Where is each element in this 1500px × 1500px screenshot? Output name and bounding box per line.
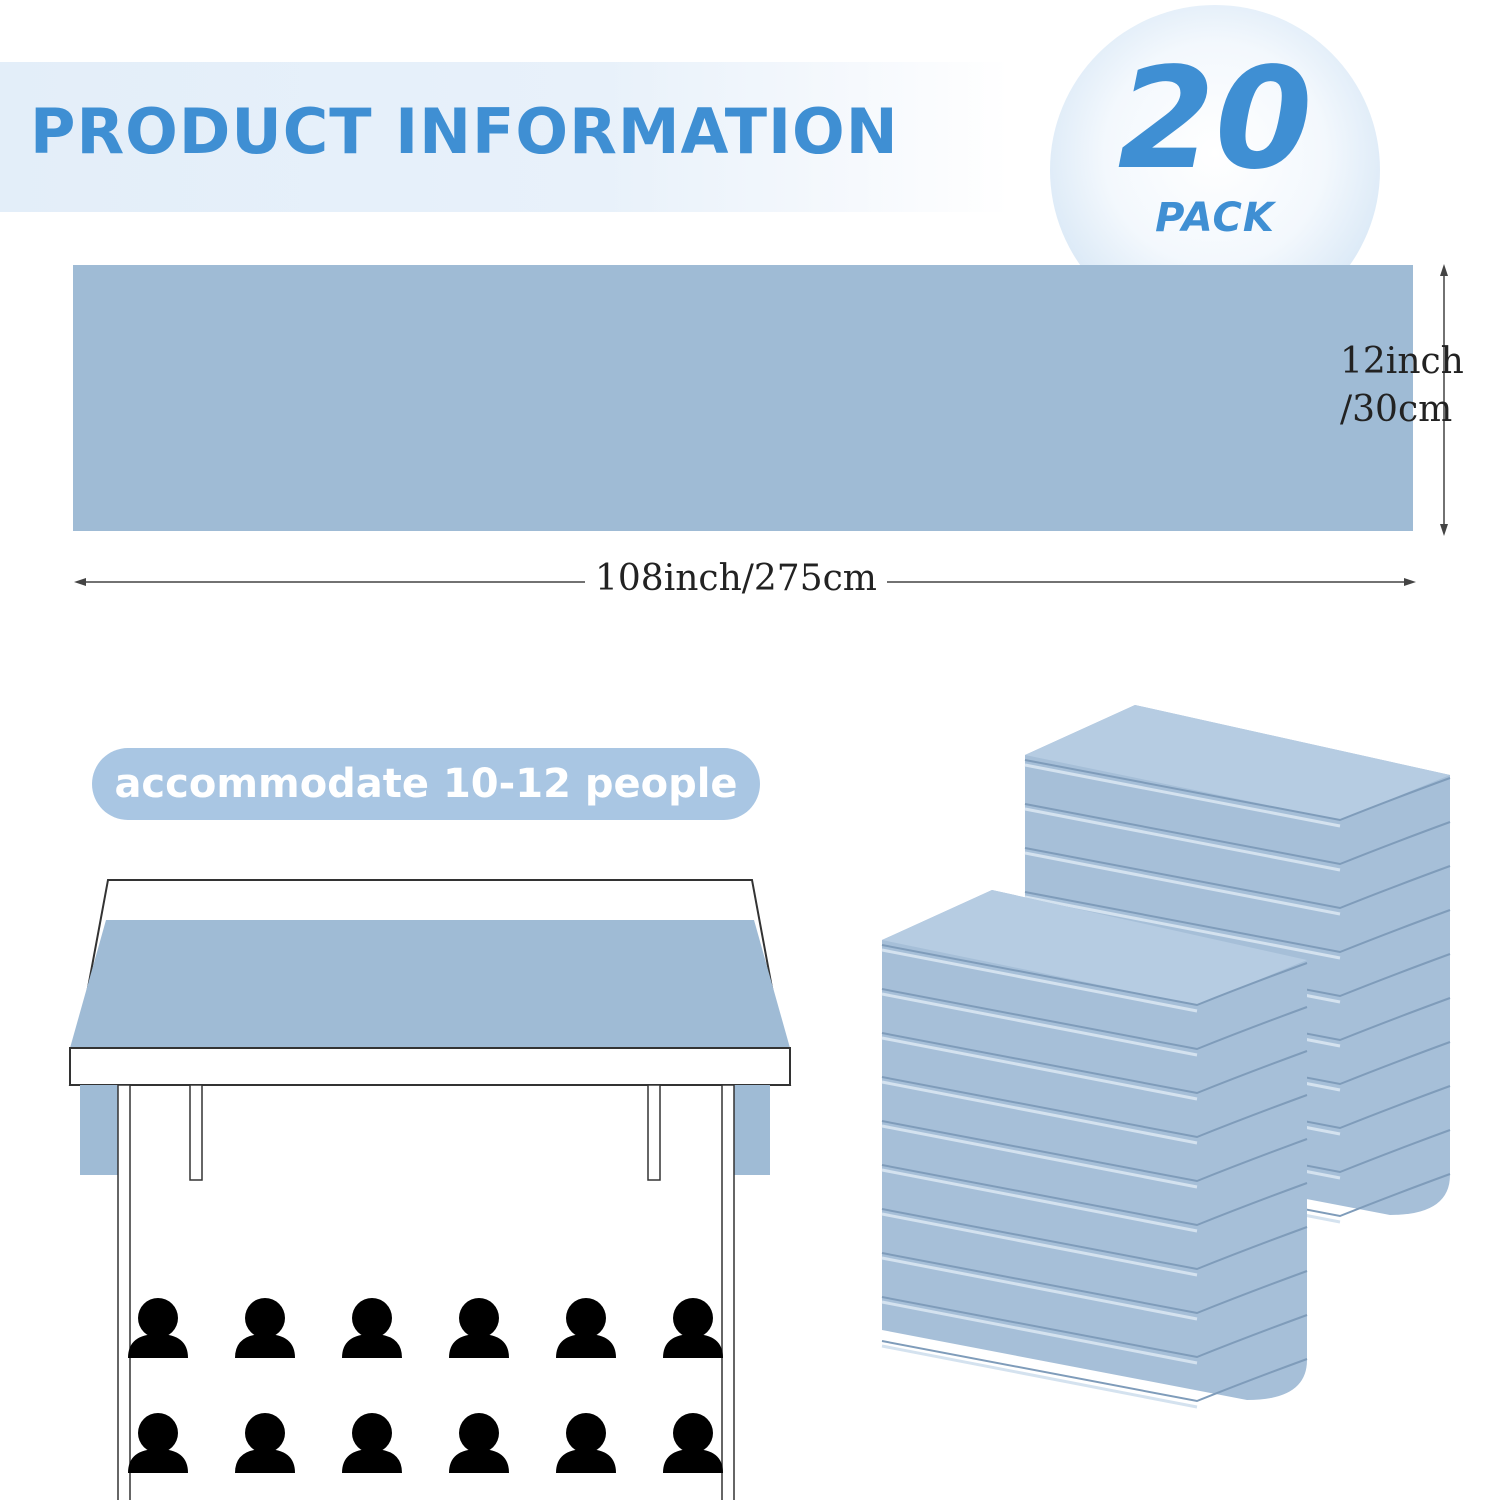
person-icon [128,1298,188,1358]
runner-stack-left [881,890,1308,1409]
stack-top-fold [1025,705,1450,820]
arrow-up-icon [1440,264,1448,276]
stack-layer [1024,847,1451,910]
stack-layer-highlight [881,1036,1198,1101]
width-label: 12inch /30cm [1340,338,1464,434]
stack-layer [881,1296,1308,1359]
stack-layer [881,1032,1308,1095]
person-icon [235,1298,295,1358]
stack-layer-highlight [881,948,1198,1013]
person-icon [449,1413,509,1473]
stack-layer [881,1208,1308,1271]
capacity-pill: accommodate 10-12 people [92,748,760,820]
width-label-cm: /30cm [1340,389,1453,430]
stack-layer [1024,935,1451,998]
stack-layer [881,1164,1308,1227]
stack-layer [881,1340,1308,1403]
stack-top-fold [882,890,1307,1005]
person-icon [663,1298,723,1358]
stack-layer-highlight [1024,895,1341,960]
length-label: 108inch/275cm [585,558,887,599]
stack-layer-highlight [1024,807,1341,872]
person-icon [342,1413,402,1473]
stack-layer-highlight [1024,851,1341,916]
people-icons [128,1298,723,1473]
arrow-right-icon [1404,578,1416,586]
person-icon [342,1298,402,1358]
stack-layer-highlight [881,1212,1198,1277]
stack-layer-highlight [1024,763,1341,828]
stack-layer [1024,1155,1451,1218]
stack-layer-highlight [881,1344,1198,1409]
person-icon [556,1413,616,1473]
arrow-left-icon [74,578,86,586]
stack-layer [881,1120,1308,1183]
person-icon [556,1298,616,1358]
pack-quantity: 20 [1117,38,1313,201]
stack-layer [881,1076,1308,1139]
person-icon [663,1413,723,1473]
stack-layer [1024,1067,1451,1130]
arrow-down-icon [1440,524,1448,536]
stack-layer [1024,979,1451,1042]
table-runner-illustration [73,265,1413,531]
header-banner [0,62,1010,212]
stack-layer-highlight [881,1256,1198,1321]
stack-layer-highlight [881,1124,1198,1189]
page-title: PRODUCT INFORMATION [30,95,899,168]
pack-unit: PACK [1155,195,1275,241]
stack-layer [1024,891,1451,954]
stack-layer [881,1252,1308,1315]
width-label-inch: 12inch [1340,341,1464,382]
person-icon [128,1413,188,1473]
stack-layer [1024,759,1451,822]
person-icon [235,1413,295,1473]
person-icon [449,1298,509,1358]
stack-layer [1024,1111,1451,1174]
stack-layer-highlight [881,1080,1198,1145]
stack-layer-highlight [881,992,1198,1057]
stack-layer [881,988,1308,1051]
stack-layer [1024,1023,1451,1086]
stack-layer [1024,803,1451,866]
stack-layer [881,944,1308,1007]
stack-layer-highlight [881,1168,1198,1233]
stack-layer-highlight [881,1300,1198,1365]
table-icon [68,879,792,1500]
